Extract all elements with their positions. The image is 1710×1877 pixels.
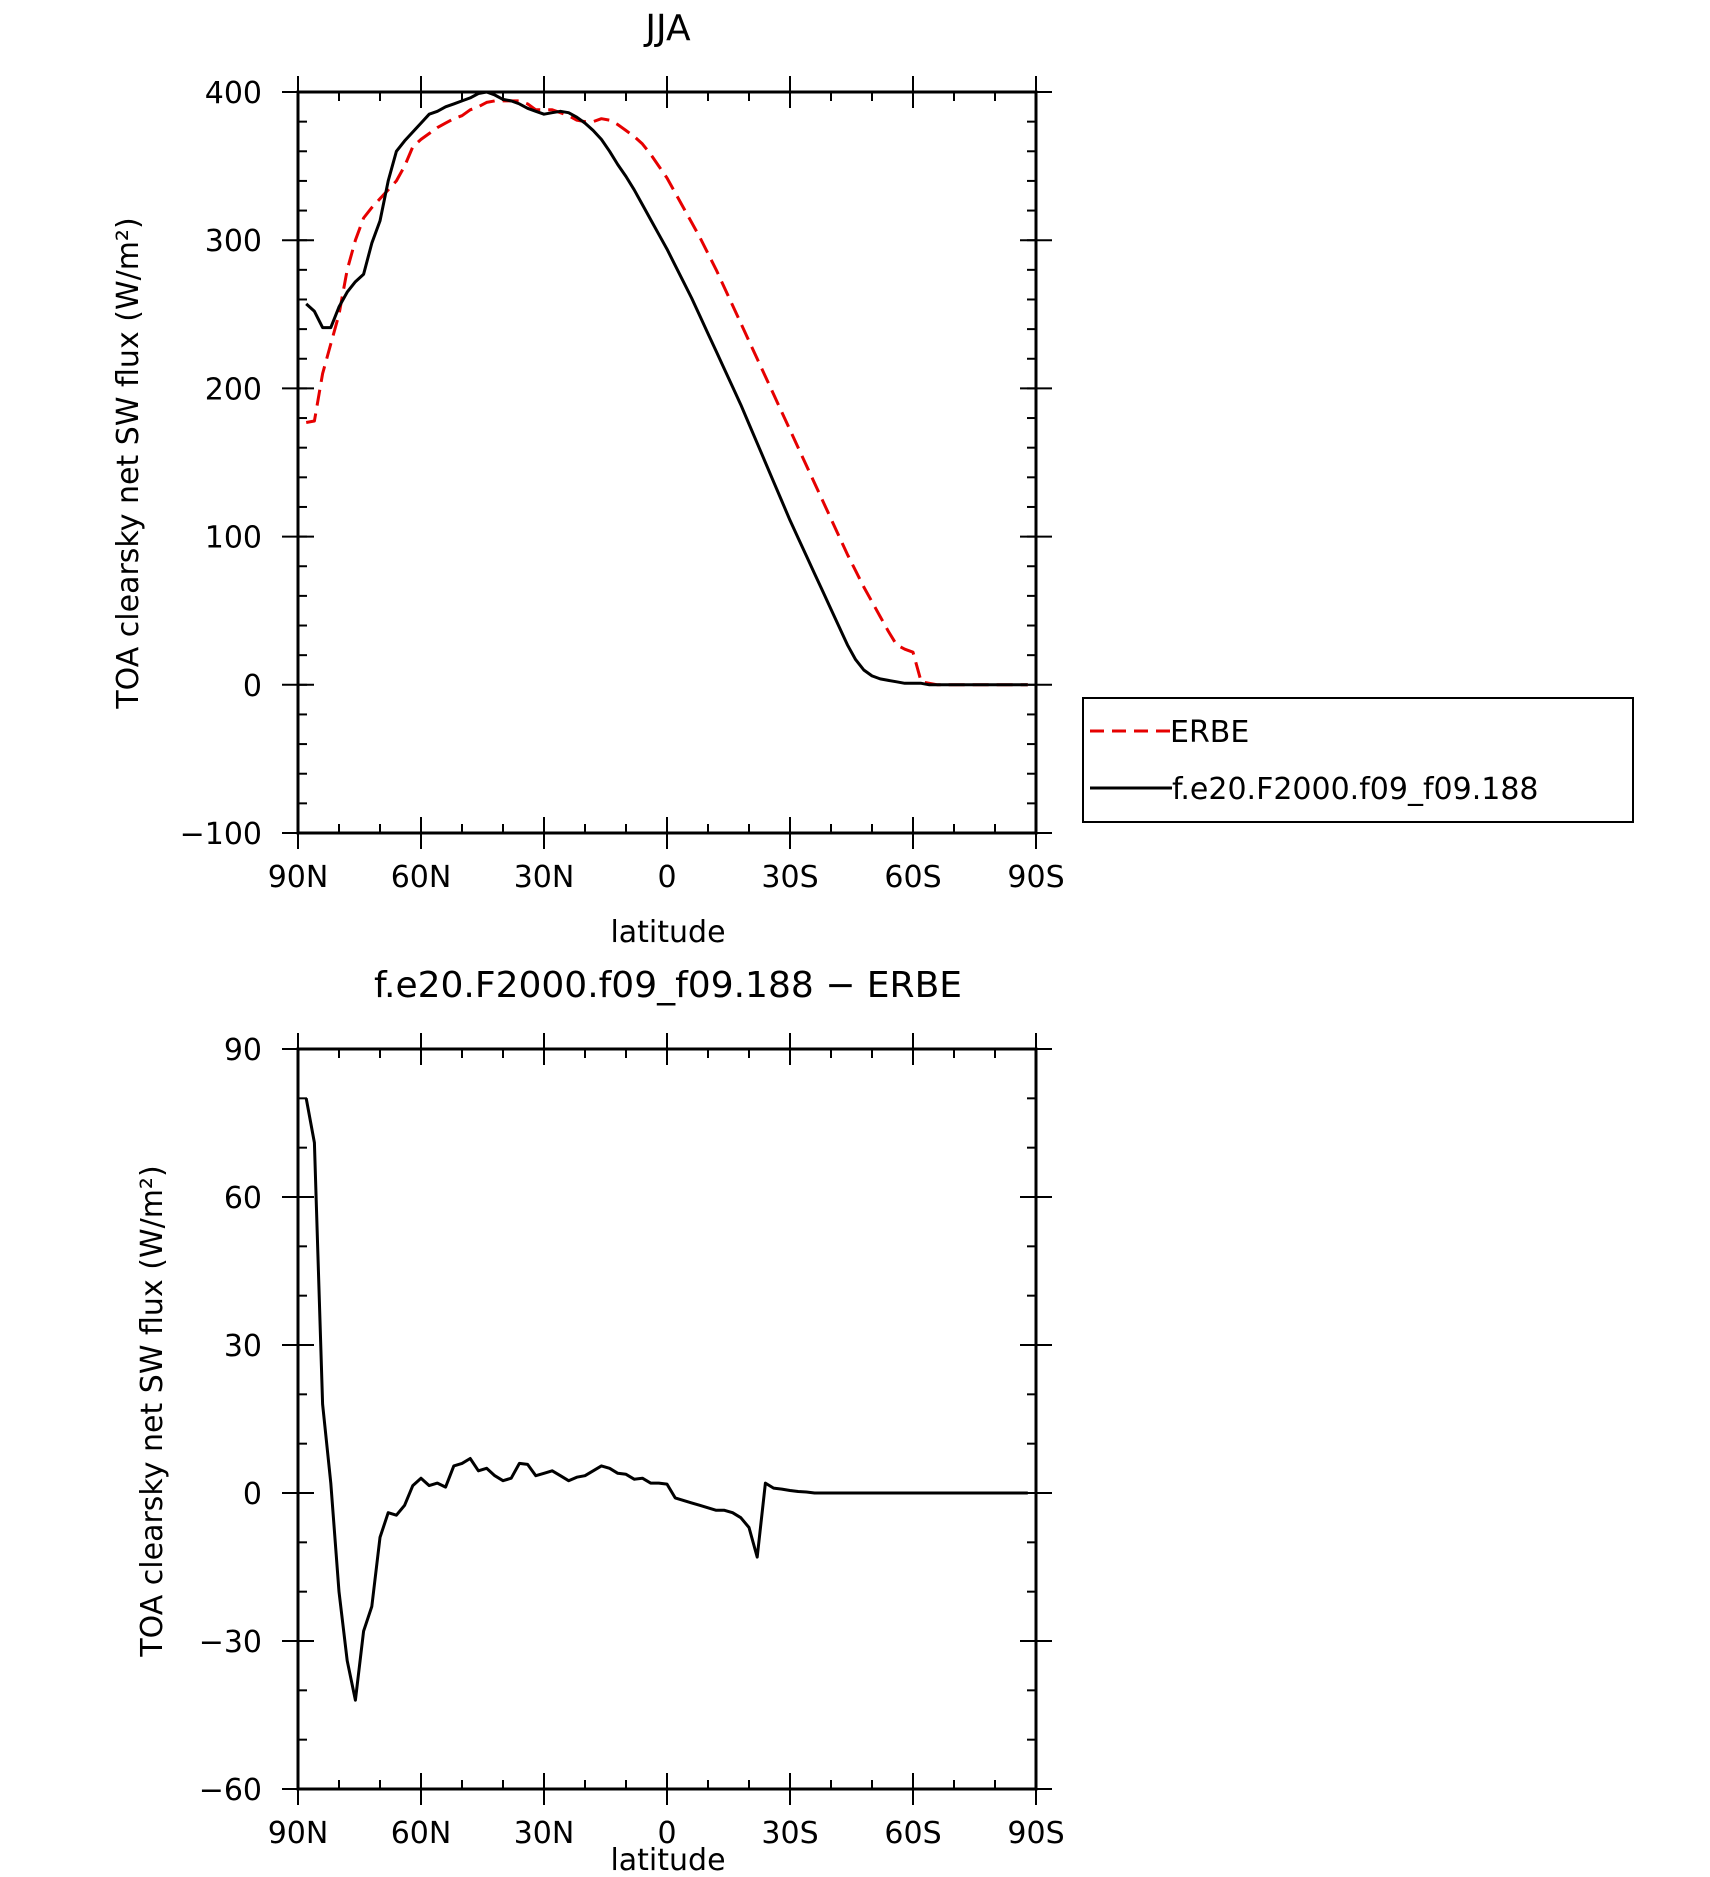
bottom-x-tick-labels: 90N 60N 30N 0 30S 60S 90S: [268, 1816, 1065, 1851]
top-x-tick-label: 30N: [514, 860, 575, 895]
top-y-tick-label: 100: [205, 521, 262, 556]
top-series-line-1: [305, 90, 1028, 687]
top-y-tick-label: 300: [205, 224, 262, 259]
bottom-x-tick-label: 90N: [268, 1816, 329, 1851]
top-x-axis-label: latitude: [610, 915, 725, 950]
top-x-tick-label: 60S: [884, 860, 941, 895]
bottom-x-tick-label: 30N: [514, 1816, 575, 1851]
bottom-plot-area: [282, 1033, 1052, 1805]
top-y-tick-label: 400: [205, 76, 262, 111]
bottom-panel: f.e20.F2000.f09_f09.188 − ERBE 90N 60N 30N…: [135, 965, 1065, 1877]
top-series-line-0: [305, 99, 1028, 687]
top-panel: JJA 90N 60N 30N 0 30S 60S 90S 400 300 200 100 0 −10…: [111, 8, 1634, 950]
bottom-chart-title: f.e20.F2000.f09_f09.188 − ERBE: [374, 965, 962, 1006]
top-plot-frame: [296, 90, 1038, 835]
top-chart-title: JJA: [643, 8, 691, 49]
bottom-y-tick-label: 0: [243, 1477, 262, 1512]
top-x-tick-label: 90S: [1007, 860, 1064, 895]
bottom-x-tick-label: 90S: [1007, 1816, 1064, 1851]
legend-label-erbe: ERBE: [1170, 715, 1249, 750]
legend-box: [1082, 697, 1634, 823]
legend-label-model: f.e20.F2000.f09_f09.188: [1172, 772, 1539, 807]
top-x-tick-label: 30S: [761, 860, 818, 895]
top-x-tick-label: 0: [657, 860, 676, 895]
top-x-tick-label: 90N: [268, 860, 329, 895]
top-x-tick-label: 60N: [391, 860, 452, 895]
bottom-x-axis-label: latitude: [610, 1843, 725, 1877]
top-y-tick-label: 0: [243, 669, 262, 704]
bottom-y-tick-label: 60: [224, 1181, 262, 1216]
bottom-y-tick-label: −30: [199, 1625, 262, 1660]
top-x-tick-labels: 90N 60N 30N 0 30S 60S 90S: [268, 860, 1065, 895]
bottom-y-tick-label: 30: [224, 1329, 262, 1364]
bottom-x-tick-label: 30S: [761, 1816, 818, 1851]
bottom-y-tick-labels: 90 60 30 0 −30 −60: [199, 1033, 262, 1808]
bottom-x-tick-label: 60N: [391, 1816, 452, 1851]
bottom-plot-frame: [296, 1047, 1038, 1791]
top-y-tick-label: 200: [205, 372, 262, 407]
bottom-y-axis-label: TOA clearsky net SW flux (W/m²): [135, 1165, 170, 1657]
bottom-x-tick-label: 60S: [884, 1816, 941, 1851]
bottom-series-line-0: [304, 1098, 1028, 1702]
top-y-tick-label: −100: [180, 817, 262, 852]
top-plot-area: [282, 76, 1052, 849]
top-y-tick-labels: 400 300 200 100 0 −100: [180, 76, 262, 852]
top-y-axis-label: TOA clearsky net SW flux (W/m²): [111, 217, 146, 709]
bottom-x-tick-label: 0: [657, 1816, 676, 1851]
bottom-y-tick-label: −60: [199, 1773, 262, 1808]
legend: ERBE f.e20.F2000.f09_f09.188: [1082, 697, 1634, 823]
bottom-y-tick-label: 90: [224, 1033, 262, 1068]
